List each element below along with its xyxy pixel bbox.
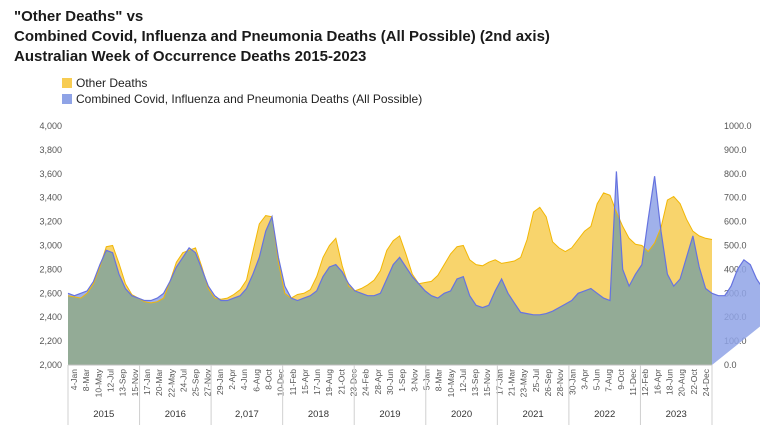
y-right-tick-label: 400.0	[724, 264, 747, 274]
x-tick-label: 1-Sep	[397, 369, 407, 392]
x-tick-label: 17-Jan	[494, 369, 504, 395]
x-tick-label: 21-Mar	[507, 369, 517, 396]
x-tick-label: 9-Oct	[616, 368, 626, 389]
x-tick-label: 2-Apr	[227, 369, 237, 390]
x-tick-label: 28-Nov	[555, 368, 565, 396]
title-line-2: Combined Covid, Influenza and Pneumonia …	[14, 28, 550, 45]
x-tick-label: 24-Jul	[178, 369, 188, 392]
year-label: 2023	[666, 409, 687, 420]
y-right-tick-label: 600.0	[724, 217, 747, 227]
year-label: 2022	[594, 409, 615, 420]
x-tick-label: 17-Jun	[312, 369, 322, 395]
x-tick-label: 5-Jun	[592, 369, 602, 391]
x-tick-label: 15-Apr	[300, 369, 310, 395]
x-tick-label: 4-Jan	[69, 369, 79, 391]
x-tick-label: 18-Jun	[664, 369, 674, 395]
y-right-tick-label: 700.0	[724, 193, 747, 203]
year-label: 2,017	[235, 409, 259, 420]
x-tick-label: 4-Jun	[239, 369, 249, 391]
x-tick-label: 11-Feb	[288, 369, 298, 396]
y-right-tick-label: 900.0	[724, 145, 747, 155]
x-tick-label: 21-Oct	[336, 368, 346, 394]
y-left-tick-label: 3,600	[39, 169, 62, 179]
x-tick-label: 20-Mar	[154, 369, 164, 396]
y-right-tick-label: 500.0	[724, 241, 747, 251]
x-tick-label: 3-Apr	[579, 369, 589, 390]
x-tick-label: 22-May	[166, 368, 176, 397]
year-label: 2018	[308, 409, 329, 420]
x-tick-label: 10-May	[446, 368, 456, 397]
x-tick-label: 19-Aug	[324, 369, 334, 397]
y-right-tick-label: 0.0	[724, 360, 737, 370]
x-tick-label: 7-Aug	[604, 369, 614, 392]
legend-label-covid: Combined Covid, Influenza and Pneumonia …	[76, 92, 423, 106]
x-tick-label: 24-Feb	[361, 369, 371, 396]
y-left-tick-label: 3,400	[39, 193, 62, 203]
chart-title: "Other Deaths" vs Combined Covid, Influe…	[14, 7, 550, 67]
x-tick-label: 25-Jul	[531, 369, 541, 392]
legend: Other Deaths Combined Covid, Influenza a…	[62, 75, 422, 107]
x-tick-label: 26-Sep	[543, 369, 553, 397]
y-left-tick-label: 4,000	[39, 121, 62, 131]
x-tick-label: 12-Feb	[640, 369, 650, 396]
x-tick-label: 17-Jan	[142, 369, 152, 395]
y-left-tick-label: 3,200	[39, 217, 62, 227]
y-right-tick-label: 800.0	[724, 169, 747, 179]
y-left-tick-label: 2,400	[39, 312, 62, 322]
x-tick-label: 8-Mar	[81, 369, 91, 391]
x-tick-label: 27-Nov	[203, 368, 213, 396]
y-left-tick-label: 3,000	[39, 241, 62, 251]
year-label: 2019	[379, 409, 400, 420]
x-tick-label: 12-Jul	[458, 369, 468, 392]
x-tick-label: 20-Aug	[677, 369, 687, 397]
area-overlap	[68, 192, 712, 365]
x-tick-label: 13-Sep	[118, 369, 128, 397]
x-tick-label: 23-Dec	[349, 368, 359, 396]
x-tick-label: 29-Jan	[215, 369, 225, 395]
x-tick-label: 11-Dec	[628, 368, 638, 396]
y-left-tick-label: 3,800	[39, 145, 62, 155]
x-tick-label: 5-Jan	[421, 369, 431, 391]
x-tick-label: 28-Apr	[373, 369, 383, 395]
x-tick-label: 22-Oct	[689, 368, 699, 394]
x-tick-label: 8-Oct	[263, 368, 273, 389]
x-tick-label: 15-Nov	[482, 368, 492, 396]
x-tick-label: 13-Sep	[470, 369, 480, 397]
y-right-tick-label: 1000.0	[724, 121, 752, 131]
y-left-tick-label: 2,800	[39, 264, 62, 274]
x-tick-label: 8-Mar	[434, 369, 444, 391]
legend-label-other: Other Deaths	[76, 76, 148, 90]
legend-swatch-covid	[62, 94, 72, 104]
year-label: 2016	[165, 409, 186, 420]
year-label: 2020	[451, 409, 472, 420]
title-line-1: "Other Deaths" vs	[14, 8, 144, 25]
line-covid-flu-pneumonia	[67, 171, 760, 316]
year-label: 2021	[523, 409, 544, 420]
year-label: 2015	[93, 409, 114, 420]
x-tick-label: 10-May	[93, 368, 103, 397]
y-left-tick-label: 2,600	[39, 288, 62, 298]
legend-item-covid: Combined Covid, Influenza and Pneumonia …	[62, 91, 422, 107]
x-tick-label: 6-Aug	[251, 369, 261, 392]
x-tick-label: 15-Nov	[130, 368, 140, 396]
y-left-tick-label: 2,000	[39, 360, 62, 370]
x-tick-label: 3-Nov	[409, 368, 419, 391]
title-line-3: Australian Week of Occurrence Deaths 201…	[14, 48, 367, 65]
x-tick-label: 25-Sep	[191, 369, 201, 397]
x-tick-label: 23-May	[519, 368, 529, 397]
x-tick-label: 30-Jun	[385, 369, 395, 395]
x-tick-label: 24-Dec	[701, 368, 711, 396]
x-tick-label: 16-Apr	[652, 369, 662, 395]
legend-item-other: Other Deaths	[62, 75, 422, 91]
y-left-tick-label: 2,200	[39, 336, 62, 346]
x-tick-label: 10-Dec	[276, 368, 286, 396]
legend-swatch-other	[62, 78, 72, 88]
x-tick-label: 30-Jan	[567, 369, 577, 395]
line-other-deaths	[67, 192, 713, 304]
x-tick-label: 12-Jul	[106, 369, 116, 392]
